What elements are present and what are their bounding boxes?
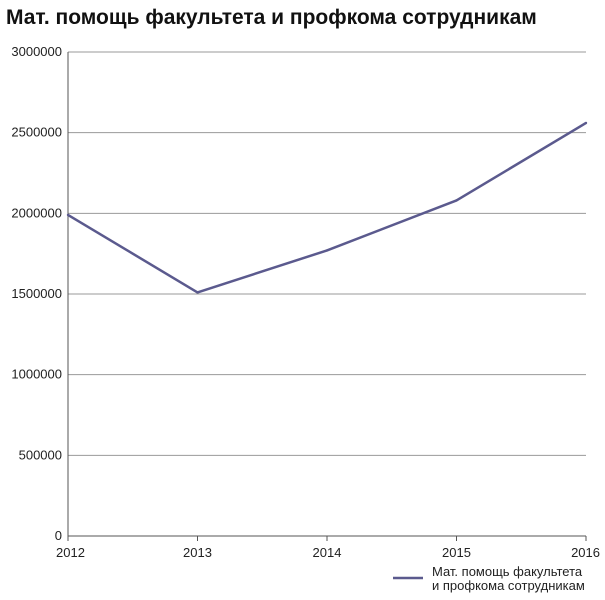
- data-point: [325, 249, 329, 252]
- x-tick-label: 2012: [56, 545, 85, 560]
- y-tick-label: 1500000: [11, 286, 62, 301]
- y-tick-label: 1000000: [11, 367, 62, 382]
- gridlines: [68, 51, 586, 456]
- y-tick-label: 500000: [19, 447, 62, 462]
- x-tick-label: 2014: [313, 545, 342, 560]
- legend-label: Мат. помощь факультета: [432, 564, 583, 579]
- x-tick-label: 2015: [442, 545, 471, 560]
- y-tick-label: 0: [55, 528, 62, 543]
- x-tick-label: 2013: [183, 545, 212, 560]
- axes: [67, 52, 587, 541]
- series-lines: [66, 121, 588, 294]
- y-tick-label: 2500000: [11, 125, 62, 140]
- chart-title: Мат. помощь факультета и профкома сотруд…: [6, 6, 537, 29]
- legend-label: и профкома сотрудникам: [432, 578, 585, 593]
- y-tick-labels: 0 500000 1000000 1500000 2000000 2500000 30000…: [11, 44, 62, 543]
- x-tick-label: 2016: [571, 545, 600, 560]
- data-point: [455, 199, 458, 202]
- data-point: [66, 213, 70, 217]
- data-point: [196, 291, 199, 294]
- y-tick-label: 3000000: [11, 44, 62, 59]
- series-line: [67, 121, 587, 294]
- y-tick-label: 2000000: [11, 205, 62, 220]
- x-tick-labels: 2012 2013 2014 2015 2016: [56, 545, 600, 560]
- data-point: [584, 121, 588, 125]
